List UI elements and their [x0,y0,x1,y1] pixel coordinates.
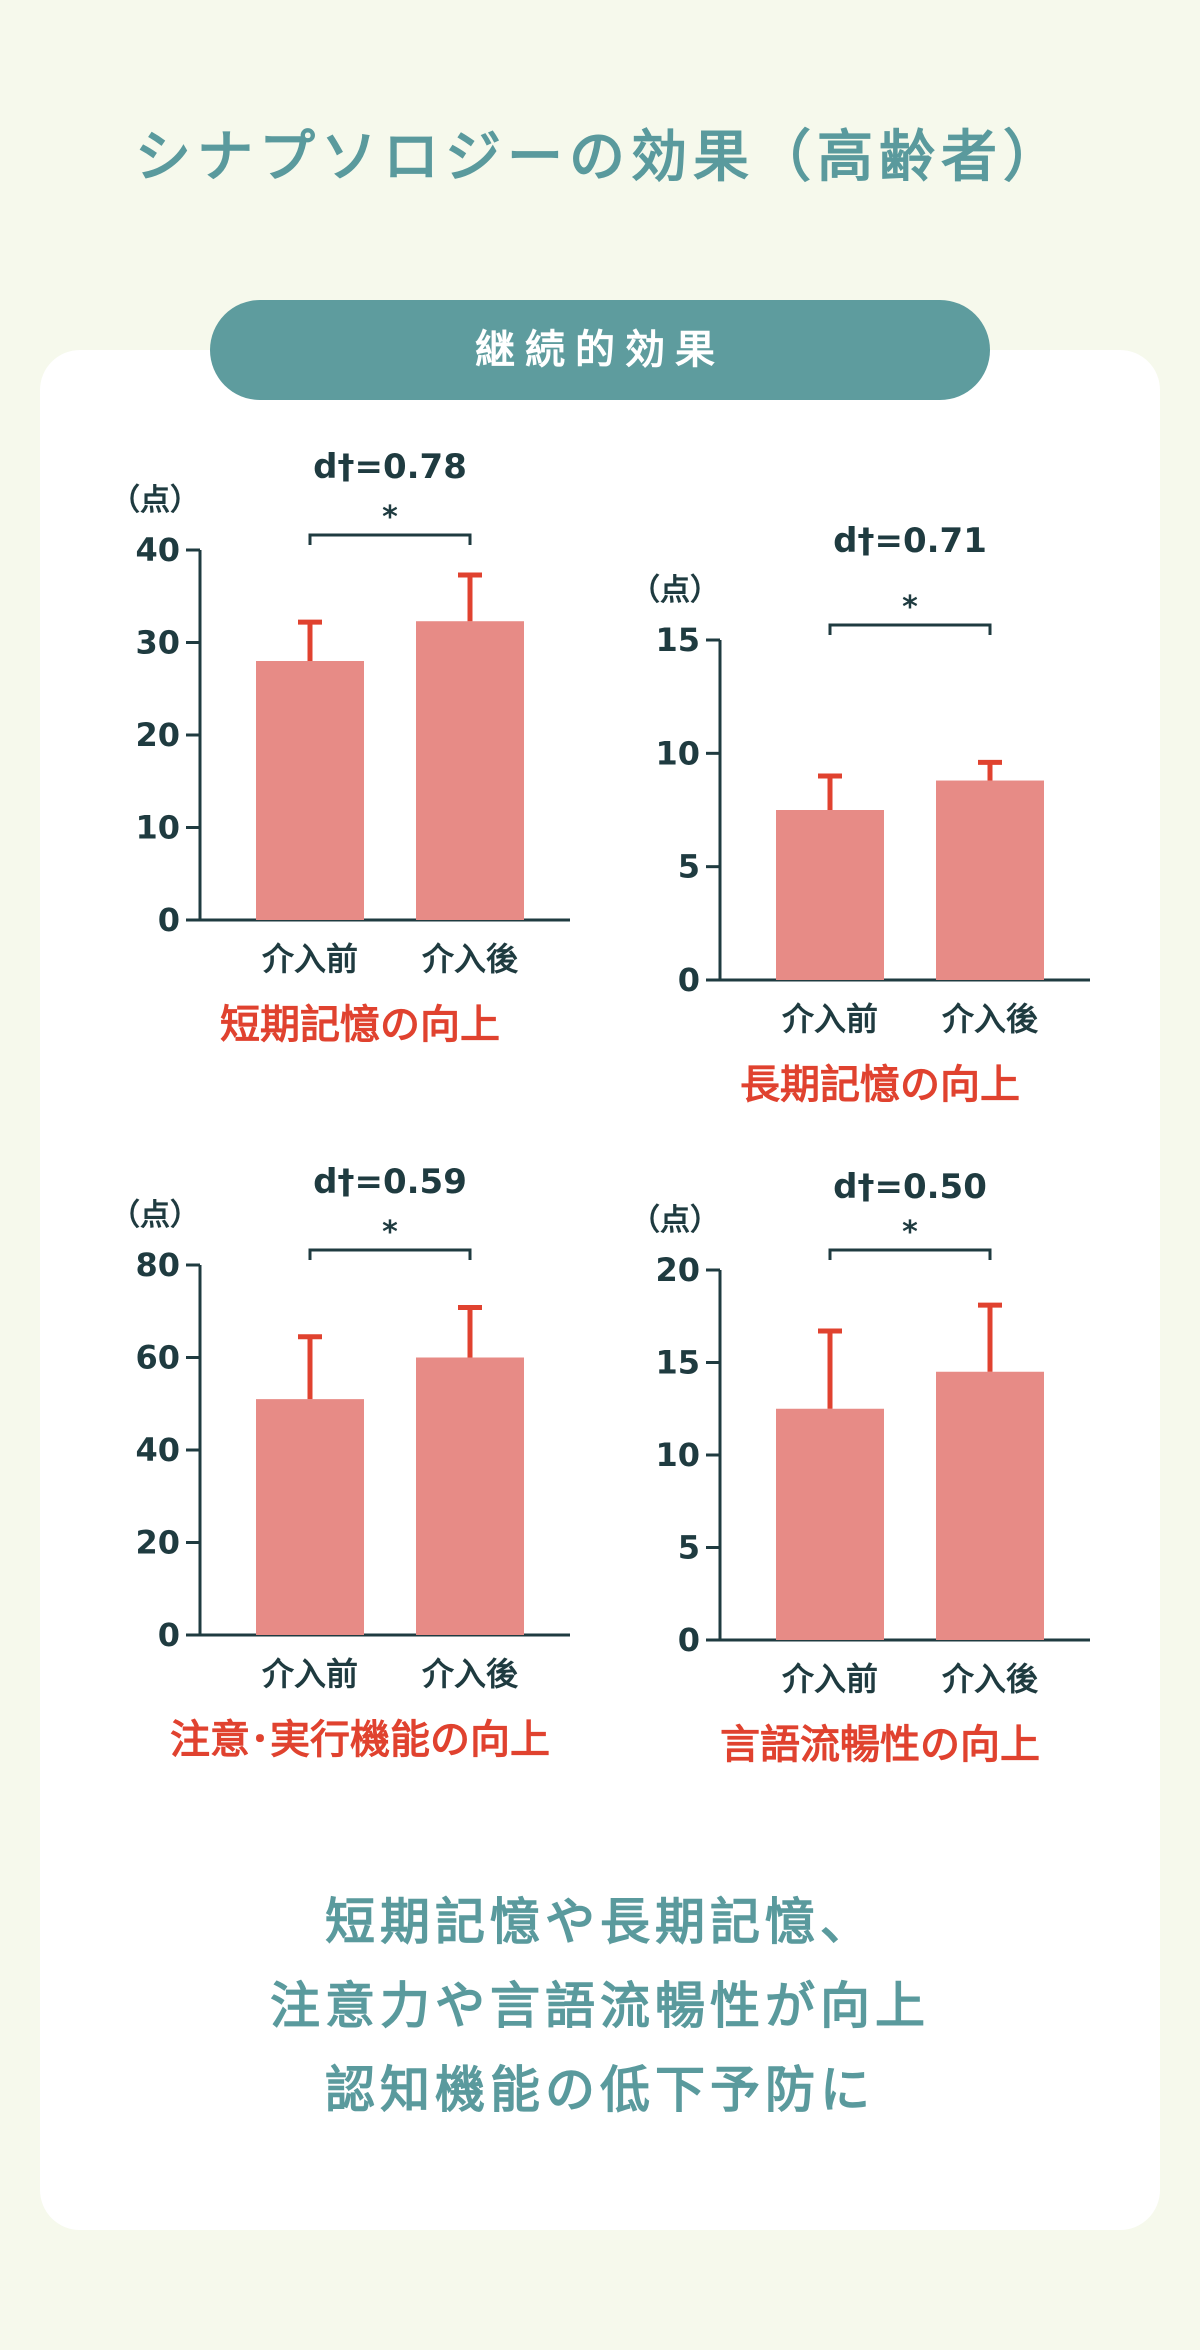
bar-after [416,621,524,920]
category-label: 介入前 [261,1655,358,1693]
y-tick-label: 5 [678,1529,700,1567]
bar-after [936,1371,1044,1640]
significance-marker: * [902,590,918,625]
chart-panel: （点） 0 10 20 30 40 介入前 介入後 * d†=0.78 短期記憶の向上 [100,447,620,1048]
category-label: 介入後 [421,1655,519,1693]
effect-size-label: d†=0.78 [313,447,467,487]
significance-bracket [828,623,992,635]
significance-bracket [828,1248,992,1260]
bar-chart: （点） 0 5 10 15 20 介入前 介入後 * d†=0.50 [630,1167,1090,1698]
bar-chart: （点） 0 10 20 30 40 介入前 介入後 * d†=0.78 [110,447,570,978]
y-tick-label: 0 [158,1616,180,1654]
chart-title: 注意･実行機能の向上 [170,1717,550,1763]
bar-after [416,1357,524,1635]
significance-marker: * [902,1215,918,1250]
y-tick-label: 10 [655,1436,700,1474]
chart-panel: （点） 0 5 10 15 介入前 介入後 * d†=0.71 長期記憶の向上 [620,500,1140,1108]
y-axis-unit-label: （点） [110,483,200,518]
chart-title: 短期記憶の向上 [220,1002,500,1048]
y-tick-label: 0 [678,1621,700,1659]
y-tick-label: 20 [655,1251,700,1289]
y-axis-unit-label: （点） [630,1203,720,1238]
y-tick-label: 15 [655,621,700,659]
category-label: 介入後 [941,1000,1039,1038]
category-label: 介入後 [941,1660,1039,1698]
summary-line-1: 短期記憶や長期記憶、 [325,1893,875,1951]
y-tick-label: 5 [678,848,700,886]
effect-size-label: d†=0.50 [833,1167,987,1207]
bar-before [256,661,364,920]
significance-bracket [308,533,472,545]
page-title: シナプソロジーの効果（高齢者） [135,125,1065,190]
bar-before [776,810,884,980]
bar-before [256,1399,364,1635]
y-tick-label: 15 [655,1344,700,1382]
effect-size-label: d†=0.59 [313,1162,467,1202]
summary-line-2: 注意力や言語流暢性が向上 [270,1977,930,2035]
y-axis-unit-label: （点） [110,1198,200,1233]
category-label: 介入前 [781,1660,878,1698]
chart-title: 長期記憶の向上 [740,1062,1020,1108]
y-tick-label: 60 [135,1339,180,1377]
y-tick-label: 10 [655,734,700,772]
section-label: 継続的効果 [210,300,990,400]
y-tick-label: 40 [135,1431,180,1469]
chart-panel: （点） 0 20 40 60 80 介入前 介入後 * d†=0.59 注意･実行機能の向上 [100,1162,620,1763]
bar-chart: （点） 0 20 40 60 80 介入前 介入後 * d†=0.59 [110,1162,570,1693]
y-tick-label: 80 [135,1246,180,1284]
chart-panel: （点） 0 5 10 15 20 介入前 介入後 * d†=0.50 言語流暢性の向上 [620,1167,1140,1768]
significance-marker: * [382,500,398,535]
summary-text: 短期記憶や長期記憶、 注意力や言語流暢性が向上 認知機能の低下予防に [0,1880,1200,2132]
y-tick-label: 40 [135,531,180,569]
y-tick-label: 0 [158,901,180,939]
chart-title: 言語流暢性の向上 [720,1722,1040,1768]
y-tick-label: 20 [135,716,180,754]
bar-before [776,1408,884,1640]
bar-after [936,780,1044,980]
summary-line-3: 認知機能の低下予防に [325,2061,875,2119]
y-tick-label: 20 [135,1524,180,1562]
significance-bracket [308,1248,472,1260]
category-label: 介入前 [781,1000,878,1038]
significance-marker: * [382,1215,398,1250]
y-axis-unit-label: （点） [630,573,720,608]
y-tick-label: 30 [135,624,180,662]
category-label: 介入前 [261,940,358,978]
bar-chart: （点） 0 5 10 15 介入前 介入後 * d†=0.71 [630,521,1090,1038]
category-label: 介入後 [421,940,519,978]
effect-size-label: d†=0.71 [833,521,987,561]
content-card [40,350,1160,2230]
y-tick-label: 10 [135,809,180,847]
y-tick-label: 0 [678,961,700,999]
